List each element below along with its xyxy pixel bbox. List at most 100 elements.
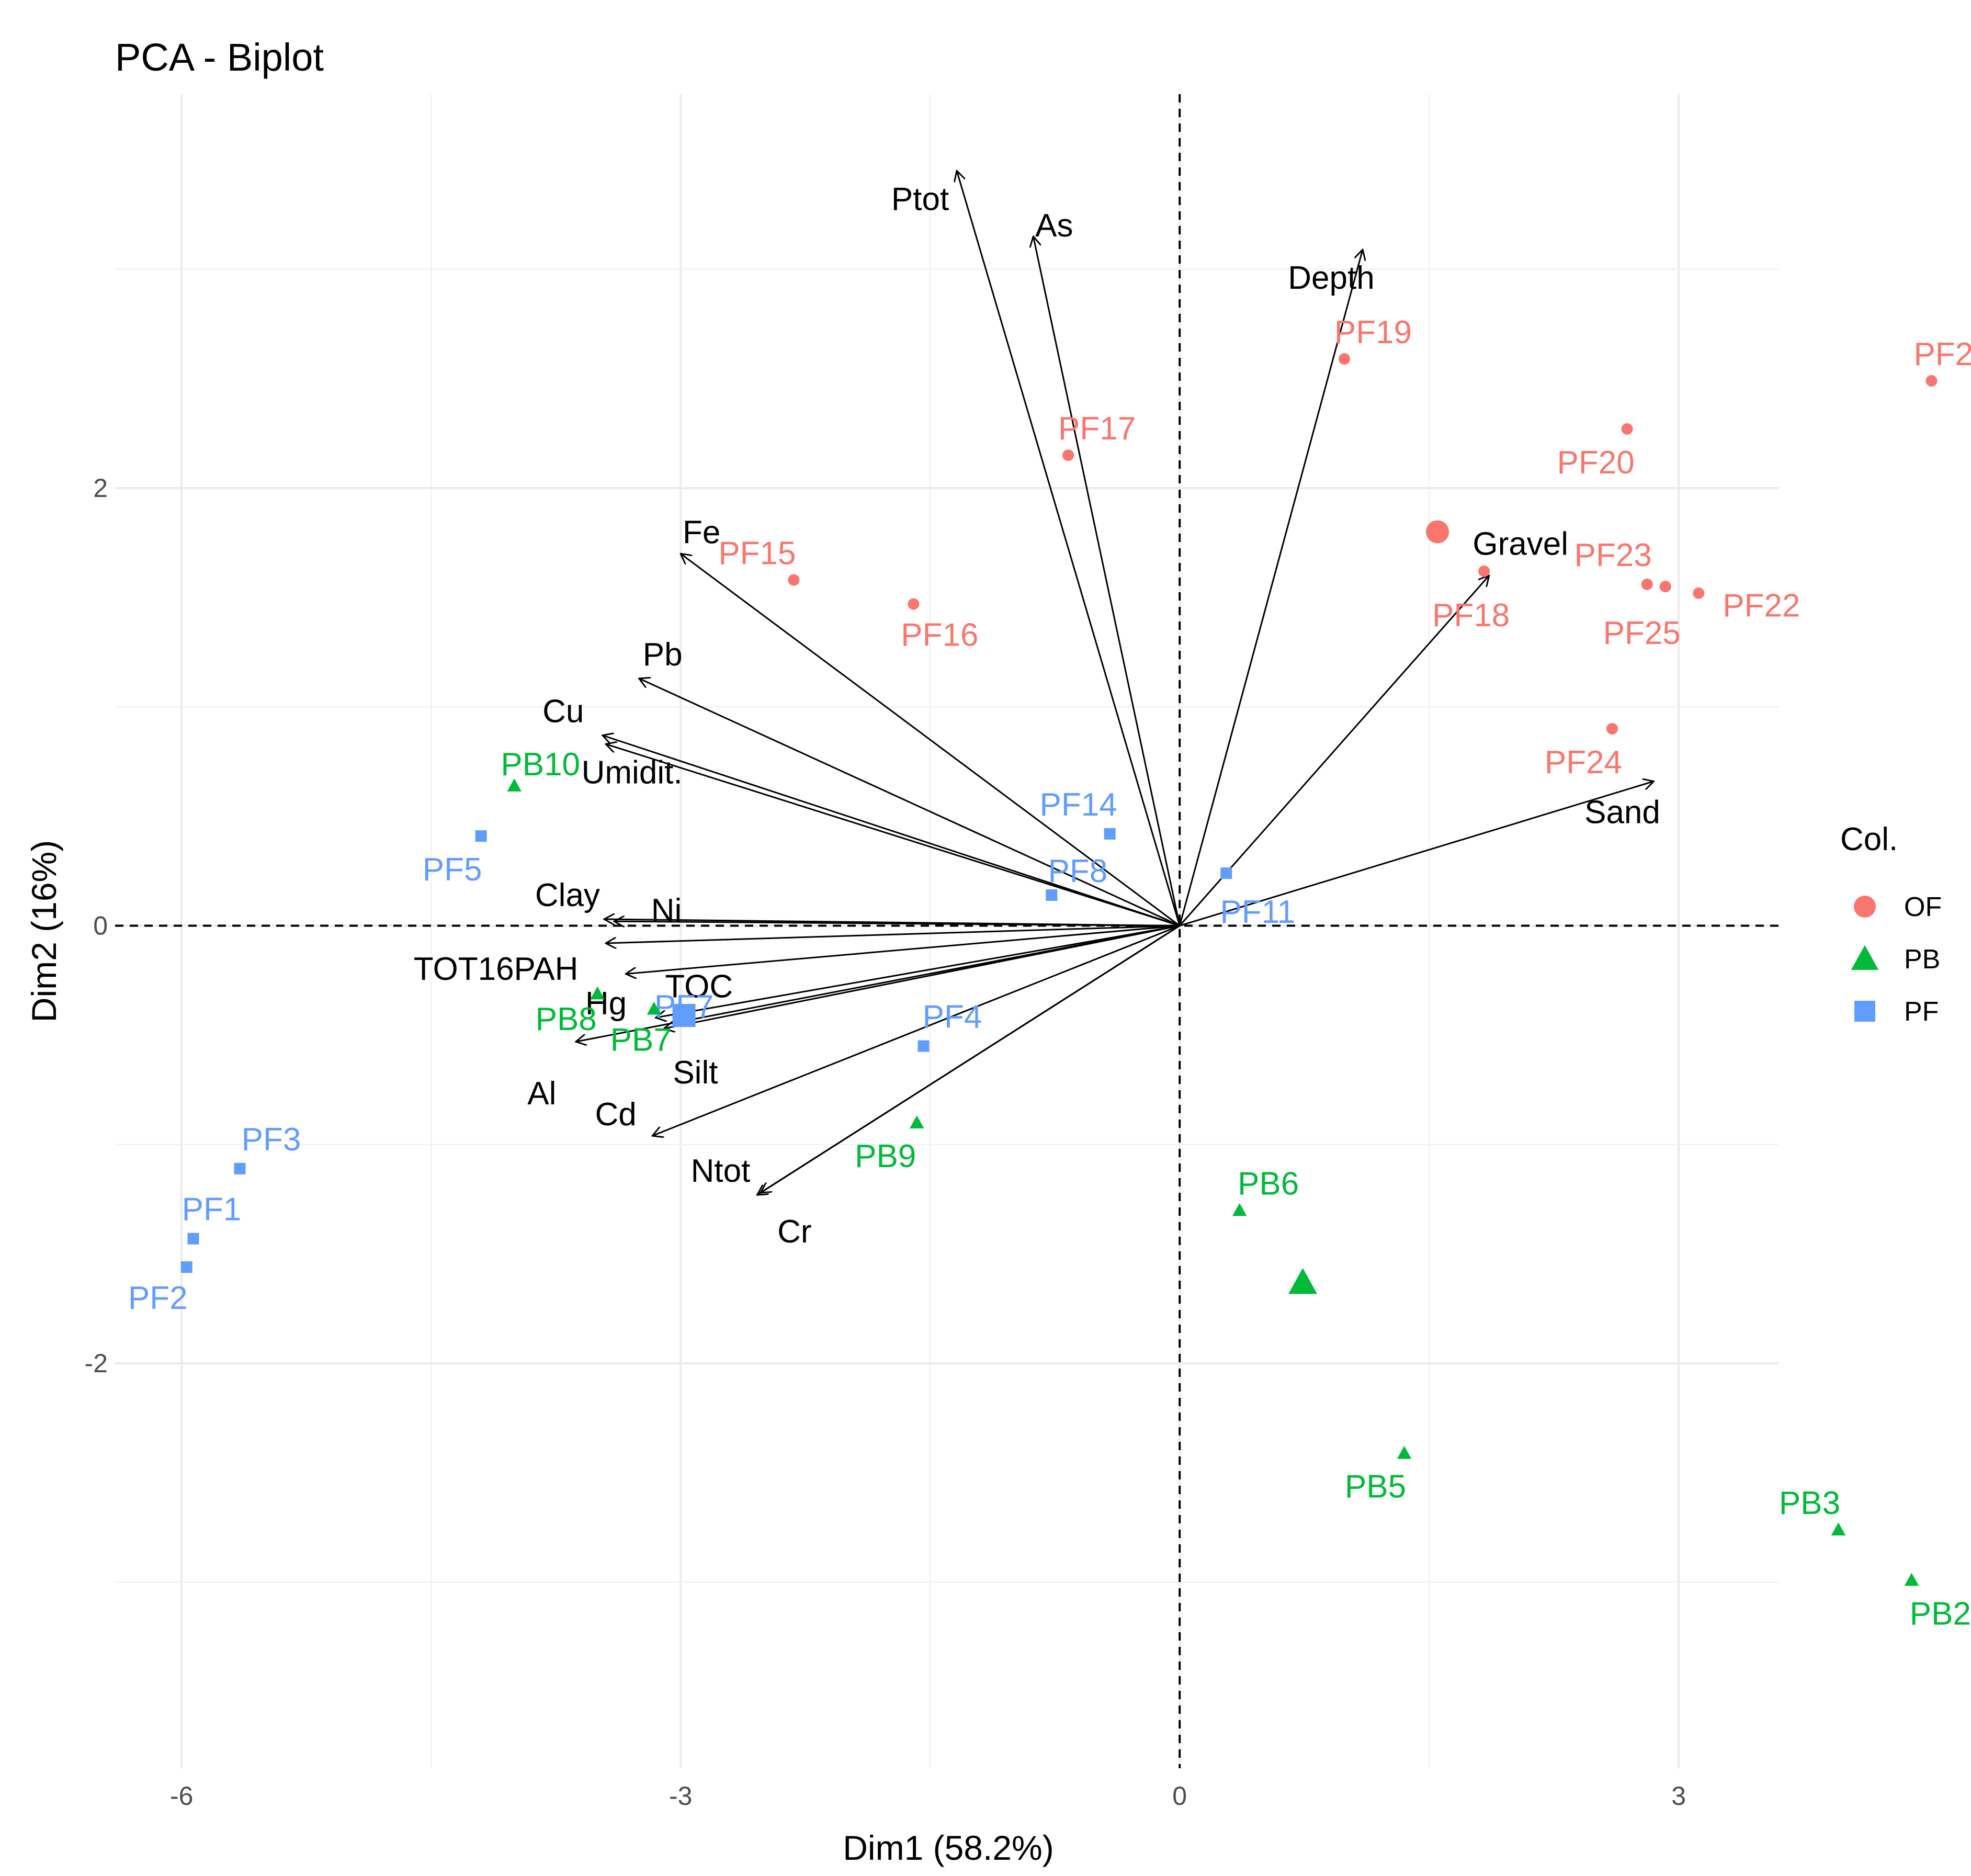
variable-label-silt: Silt [673, 1055, 718, 1091]
point-pf14 [1104, 828, 1116, 840]
point-label-pf16: PF16 [901, 617, 978, 653]
point-pf20 [1621, 423, 1633, 435]
point-label-pb2: PB2 [1910, 1596, 1971, 1632]
point-pf2 [180, 1261, 192, 1273]
point-label-pf25: PF25 [1603, 615, 1681, 651]
variable-label-cd: Cd [595, 1097, 637, 1133]
centroid-pb [1288, 1268, 1318, 1294]
point-label-pb7: PB7 [610, 1022, 672, 1058]
variable-label-fe: Fe [683, 514, 720, 550]
point-pf18 [1478, 565, 1490, 577]
x-tick-label: -3 [669, 1781, 692, 1811]
point-label-pf5: PF5 [423, 852, 482, 888]
point-pf21 [1925, 375, 1938, 387]
chart-title: PCA - Biplot [115, 36, 324, 79]
legend-title: Col. [1840, 821, 1898, 857]
variable-arrow-sand [1179, 781, 1653, 926]
point-pb10 [507, 778, 522, 792]
point-label-pb5: PB5 [1345, 1469, 1406, 1505]
grid [115, 94, 1779, 1768]
variable-arrows: Ptot As Depth Gravel Sand Fe Pb Cu Umidit. Clay Ni… [414, 171, 1660, 1250]
x-tick-label: 0 [1172, 1781, 1187, 1811]
point-pf19 [1339, 353, 1351, 365]
variable-arrow-umidit [606, 744, 1180, 926]
axis-ticks: -6 -3 0 3 -2 0 2 [85, 473, 1686, 1811]
legend-key-pf [1854, 1001, 1875, 1022]
point-pf8 [1046, 889, 1058, 901]
y-axis-title: Dim2 (16%) [25, 840, 63, 1022]
x-tick-label: -6 [170, 1781, 193, 1811]
point-label-pf17: PF17 [1058, 411, 1136, 447]
point-label-pf19: PF19 [1334, 314, 1412, 351]
variable-arrow-as [1033, 236, 1181, 926]
variable-label-cu: Cu [542, 694, 584, 730]
point-label-pb9: PB9 [855, 1138, 916, 1174]
point-pf23 [1641, 578, 1653, 590]
legend-label-pf: PF [1904, 997, 1939, 1027]
point-pb9 [910, 1115, 924, 1129]
point-label-pf14: PF14 [1040, 787, 1117, 823]
variable-label-clay: Clay [535, 877, 600, 913]
point-label-pf20: PF20 [1557, 445, 1635, 481]
variable-arrow-cr [761, 925, 1181, 1193]
point-label-pb8: PB8 [536, 1001, 597, 1037]
centroid-pf [672, 1004, 696, 1027]
point-pf22 [1693, 587, 1705, 599]
variable-arrow-ni [614, 921, 1180, 925]
variable-arrow-depth [1179, 250, 1363, 926]
point-label-pf21: PF21 [1913, 336, 1971, 372]
variable-arrow-tot16pah [606, 925, 1180, 943]
variable-label-umidit: Umidit. [582, 754, 683, 790]
point-label-pf4: PF4 [923, 999, 982, 1035]
variable-arrow-fe [681, 553, 1181, 926]
variable-label-sand: Sand [1584, 794, 1660, 830]
legend-label-of: OF [1904, 892, 1942, 922]
variable-arrow-cd [652, 925, 1180, 1136]
variable-arrow-toc [626, 925, 1180, 974]
point-pb2 [1904, 1573, 1919, 1586]
point-pb8 [590, 986, 605, 1000]
x-tick-label: 3 [1671, 1781, 1686, 1811]
point-pf3 [234, 1162, 246, 1174]
variable-arrow-cu [603, 736, 1180, 926]
variable-label-hg: Hg [585, 986, 627, 1022]
point-label-pf8: PF8 [1048, 853, 1107, 889]
variable-arrow-gravel [1179, 575, 1489, 926]
zero-lines [115, 94, 1779, 1768]
variable-arrow-pb [639, 679, 1180, 926]
point-label-pf11: PF11 [1220, 894, 1295, 930]
point-pf16 [908, 598, 920, 610]
point-pf11 [1220, 867, 1232, 879]
variable-label-ntot: Ntot [691, 1153, 751, 1189]
variable-label-ptot: Ptot [891, 181, 949, 217]
variable-label-gravel: Gravel [1472, 526, 1568, 562]
point-pf15 [788, 574, 800, 586]
point-pb7 [647, 1001, 662, 1015]
variable-label-as: As [1035, 208, 1073, 244]
point-label-pf2: PF2 [128, 1280, 188, 1316]
observation-points: PF1PF2PF3PF4PF5PF7PF8PF11PF14PF15PF16PF1… [128, 314, 1971, 1632]
legend: Col. OF PB PF [1840, 821, 1942, 1027]
point-pf5 [475, 830, 487, 842]
variable-label-al: Al [527, 1076, 556, 1112]
point-pf1 [187, 1233, 199, 1245]
point-label-pf18: PF18 [1432, 597, 1510, 634]
point-pf4 [917, 1040, 930, 1052]
variable-arrow-hg [656, 925, 1180, 1018]
variable-label-pb: Pb [643, 637, 683, 673]
x-axis-title: Dim1 (58.2%) [843, 1828, 1054, 1867]
point-label-pf15: PF15 [718, 536, 796, 572]
point-label-pf22: PF22 [1723, 588, 1800, 624]
y-tick-label: -2 [85, 1349, 108, 1378]
point-label-pf24: PF24 [1545, 744, 1622, 781]
legend-label-pb: PB [1904, 944, 1940, 975]
point-label-pf23: PF23 [1574, 537, 1652, 573]
variable-arrow-ptot [957, 171, 1181, 926]
variable-label-toc: TOC [665, 969, 733, 1005]
point-label-pb3: PB3 [1779, 1485, 1840, 1521]
variable-label-ni: Ni [651, 892, 682, 929]
y-tick-label: 2 [93, 473, 108, 503]
point-label-pb10: PB10 [501, 747, 580, 783]
legend-key-of [1854, 896, 1876, 918]
